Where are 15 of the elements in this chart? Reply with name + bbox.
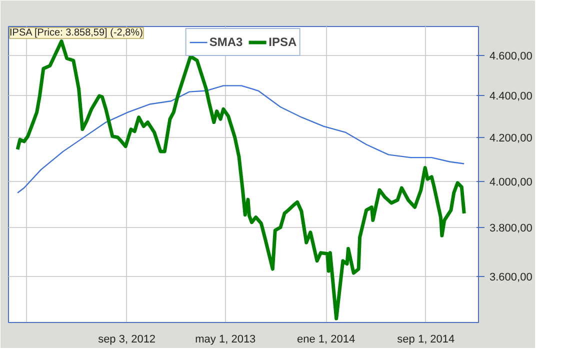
x-tick-label: ene 1, 2014 — [297, 334, 356, 346]
annotation: IPSA [Price: 3.858,59] (-2,8%) — [10, 28, 143, 38]
line-series — [16, 85, 465, 194]
y-tick-label: 4.600,00 — [490, 50, 532, 62]
y-tick-label: 4.400,00 — [490, 90, 532, 102]
y-tick-label: 3.800,00 — [490, 222, 532, 235]
x-tick-label: may 1, 2013 — [195, 334, 256, 346]
line-series — [16, 39, 466, 320]
legend-label: SMA3 — [209, 35, 243, 49]
y-tick-label: 4.200,00 — [490, 132, 532, 144]
x-tick-label: sep 3, 2012 — [98, 334, 156, 346]
y-tick-label: 3.600,00 — [490, 271, 532, 284]
y-tick-label: 4.000,00 — [490, 176, 532, 188]
legend-label: IPSA — [268, 35, 297, 49]
x-tick-label: sep 1, 2014 — [397, 334, 455, 346]
